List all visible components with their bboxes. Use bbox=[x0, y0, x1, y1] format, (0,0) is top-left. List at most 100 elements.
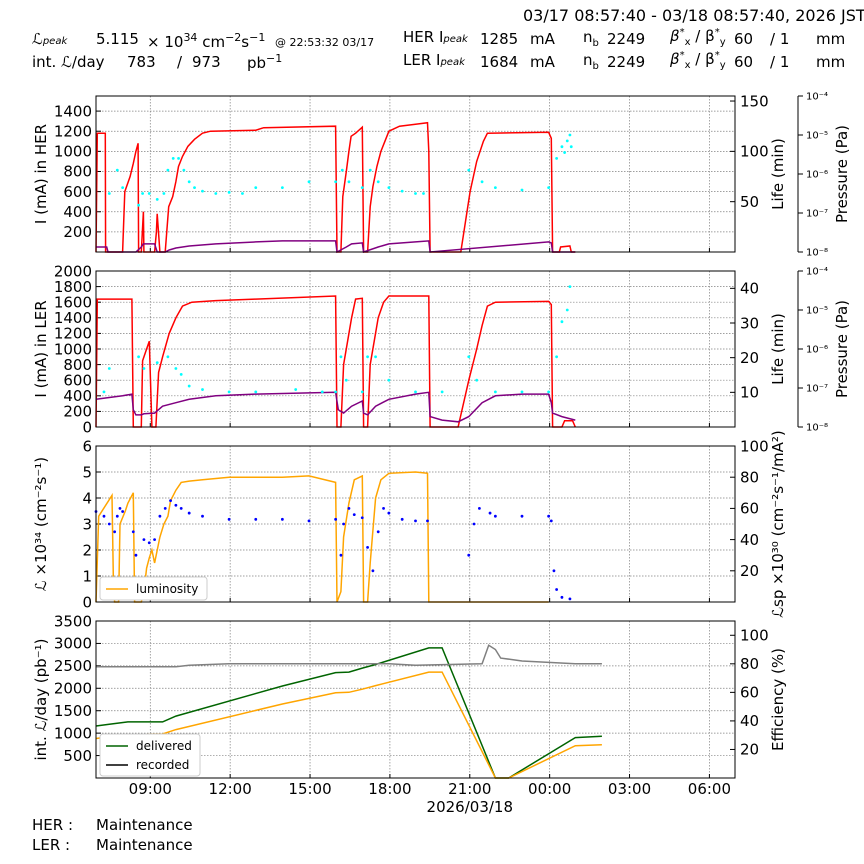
pressure-point bbox=[121, 186, 125, 190]
pressure-point bbox=[201, 388, 204, 391]
ler-nb-value: 2249 bbox=[607, 53, 646, 71]
pressure-point bbox=[360, 390, 364, 394]
y2-tick-label: 150 bbox=[740, 92, 769, 110]
legend-box bbox=[99, 576, 208, 601]
pressure-tick-label: 10⁻⁸ bbox=[806, 248, 828, 259]
lpeak-value: 5.115 bbox=[96, 30, 139, 48]
y2-tick-label: 40 bbox=[740, 280, 759, 298]
y-tick-label: 3000 bbox=[54, 635, 92, 653]
her-nb-label: nb bbox=[583, 28, 599, 49]
y-tick-label: 5 bbox=[82, 463, 92, 481]
x-tick-label: 18:00 bbox=[368, 780, 411, 798]
pressure-tick-label: 10⁻⁷ bbox=[806, 209, 828, 220]
y-tick-label: 600 bbox=[63, 371, 92, 389]
y2-axis-label: Efficiency (%) bbox=[769, 648, 787, 751]
pressure-tick-label: 10⁻⁵ bbox=[806, 306, 828, 317]
pressure-point bbox=[142, 367, 146, 370]
pressure-point bbox=[162, 192, 166, 195]
pressure-point bbox=[565, 308, 569, 312]
pressure-point bbox=[555, 355, 559, 359]
lsp-point bbox=[307, 519, 311, 523]
lsp-point bbox=[352, 513, 356, 517]
pressure-point bbox=[467, 168, 471, 172]
pressure-point bbox=[166, 168, 170, 172]
lsp-point bbox=[549, 519, 553, 523]
pressure-point bbox=[254, 186, 258, 190]
y-tick-label: 6 bbox=[82, 437, 92, 455]
lsp-point bbox=[568, 597, 572, 601]
intl-label: int. ℒ/day bbox=[32, 53, 105, 71]
pressure-point bbox=[307, 180, 311, 184]
her-beta-label: β*x / β*y bbox=[670, 27, 726, 48]
y-axis-label: I (mA) in HER bbox=[32, 124, 50, 224]
pressure-point bbox=[115, 168, 119, 172]
pressure-point bbox=[201, 189, 204, 193]
her-beta-x: 60 bbox=[734, 30, 754, 48]
lsp-point bbox=[201, 514, 204, 518]
pressure-point bbox=[241, 192, 244, 195]
x-axis-label: 2026/03/18 bbox=[427, 798, 513, 816]
pressure-point bbox=[475, 378, 479, 382]
lsp-point bbox=[382, 507, 385, 510]
y2-tick-label: 30 bbox=[740, 314, 759, 332]
pressure-point bbox=[137, 355, 141, 359]
lsp-point bbox=[158, 514, 162, 518]
y2-tick-label: 20 bbox=[740, 562, 759, 580]
pressure-point bbox=[294, 388, 298, 391]
lpeak-unit: × 1034 cm−2s−1 bbox=[147, 31, 266, 51]
lsp-point bbox=[400, 517, 404, 521]
pressure-point bbox=[440, 390, 444, 394]
y-tick-label: 1400 bbox=[54, 309, 92, 327]
ler-nb-label: nb bbox=[583, 51, 599, 72]
pressure-tick-label: 10⁻⁶ bbox=[806, 170, 828, 181]
pressure-point bbox=[147, 192, 151, 195]
pressure-point bbox=[177, 157, 180, 160]
lsp-point bbox=[169, 499, 172, 502]
pressure-point bbox=[568, 133, 572, 137]
pressure-point bbox=[214, 192, 218, 195]
lsp-point bbox=[280, 517, 284, 521]
lsp-point bbox=[478, 507, 481, 510]
lsp-point bbox=[414, 519, 417, 523]
y-tick-label: 2000 bbox=[54, 680, 92, 698]
time-range: 03/17 08:57:40 - 03/18 08:57:40, 2026 JS… bbox=[523, 6, 864, 25]
y2-tick-label: 10 bbox=[740, 384, 759, 402]
pressure-point bbox=[182, 168, 186, 172]
pressure-point bbox=[547, 390, 551, 394]
y2-axis-label: Life (min) bbox=[769, 313, 787, 385]
lsp-point bbox=[121, 510, 125, 513]
pressure-point bbox=[334, 180, 338, 184]
ler-status: Maintenance bbox=[96, 836, 193, 854]
lsp-point bbox=[493, 514, 497, 518]
pressure-point bbox=[493, 390, 497, 394]
pressure-point bbox=[467, 355, 471, 359]
pressure-point bbox=[280, 186, 284, 190]
pressure-point bbox=[493, 186, 497, 190]
lsp-point bbox=[547, 514, 551, 518]
y2-tick-label: 80 bbox=[740, 468, 759, 486]
pressure-tick-label: 10⁻⁴ bbox=[806, 92, 828, 103]
efficiency-line bbox=[96, 644, 602, 668]
lsp-point bbox=[342, 522, 346, 526]
pressure-point bbox=[227, 190, 231, 194]
y-tick-label: 0 bbox=[82, 593, 92, 611]
pressure-point bbox=[480, 180, 484, 184]
lsp-point bbox=[376, 530, 380, 534]
lsp-point bbox=[118, 507, 122, 510]
pressure-point bbox=[547, 186, 551, 190]
y-tick-label: 4 bbox=[82, 489, 92, 507]
lsp-point bbox=[555, 588, 559, 591]
y-tick-label: 1600 bbox=[54, 293, 92, 311]
y-tick-label: 2000 bbox=[54, 262, 92, 280]
her-status: Maintenance bbox=[96, 816, 193, 834]
ler-ipeak-label: LER Ipeak bbox=[403, 51, 465, 69]
lsp-point bbox=[187, 511, 191, 515]
pressure-point bbox=[155, 197, 159, 201]
y2-tick-label: 60 bbox=[740, 684, 759, 702]
pressure-point bbox=[568, 285, 572, 288]
y-tick-label: 1000 bbox=[54, 724, 92, 742]
pressure-point bbox=[107, 192, 111, 195]
lsp-point bbox=[488, 511, 492, 515]
